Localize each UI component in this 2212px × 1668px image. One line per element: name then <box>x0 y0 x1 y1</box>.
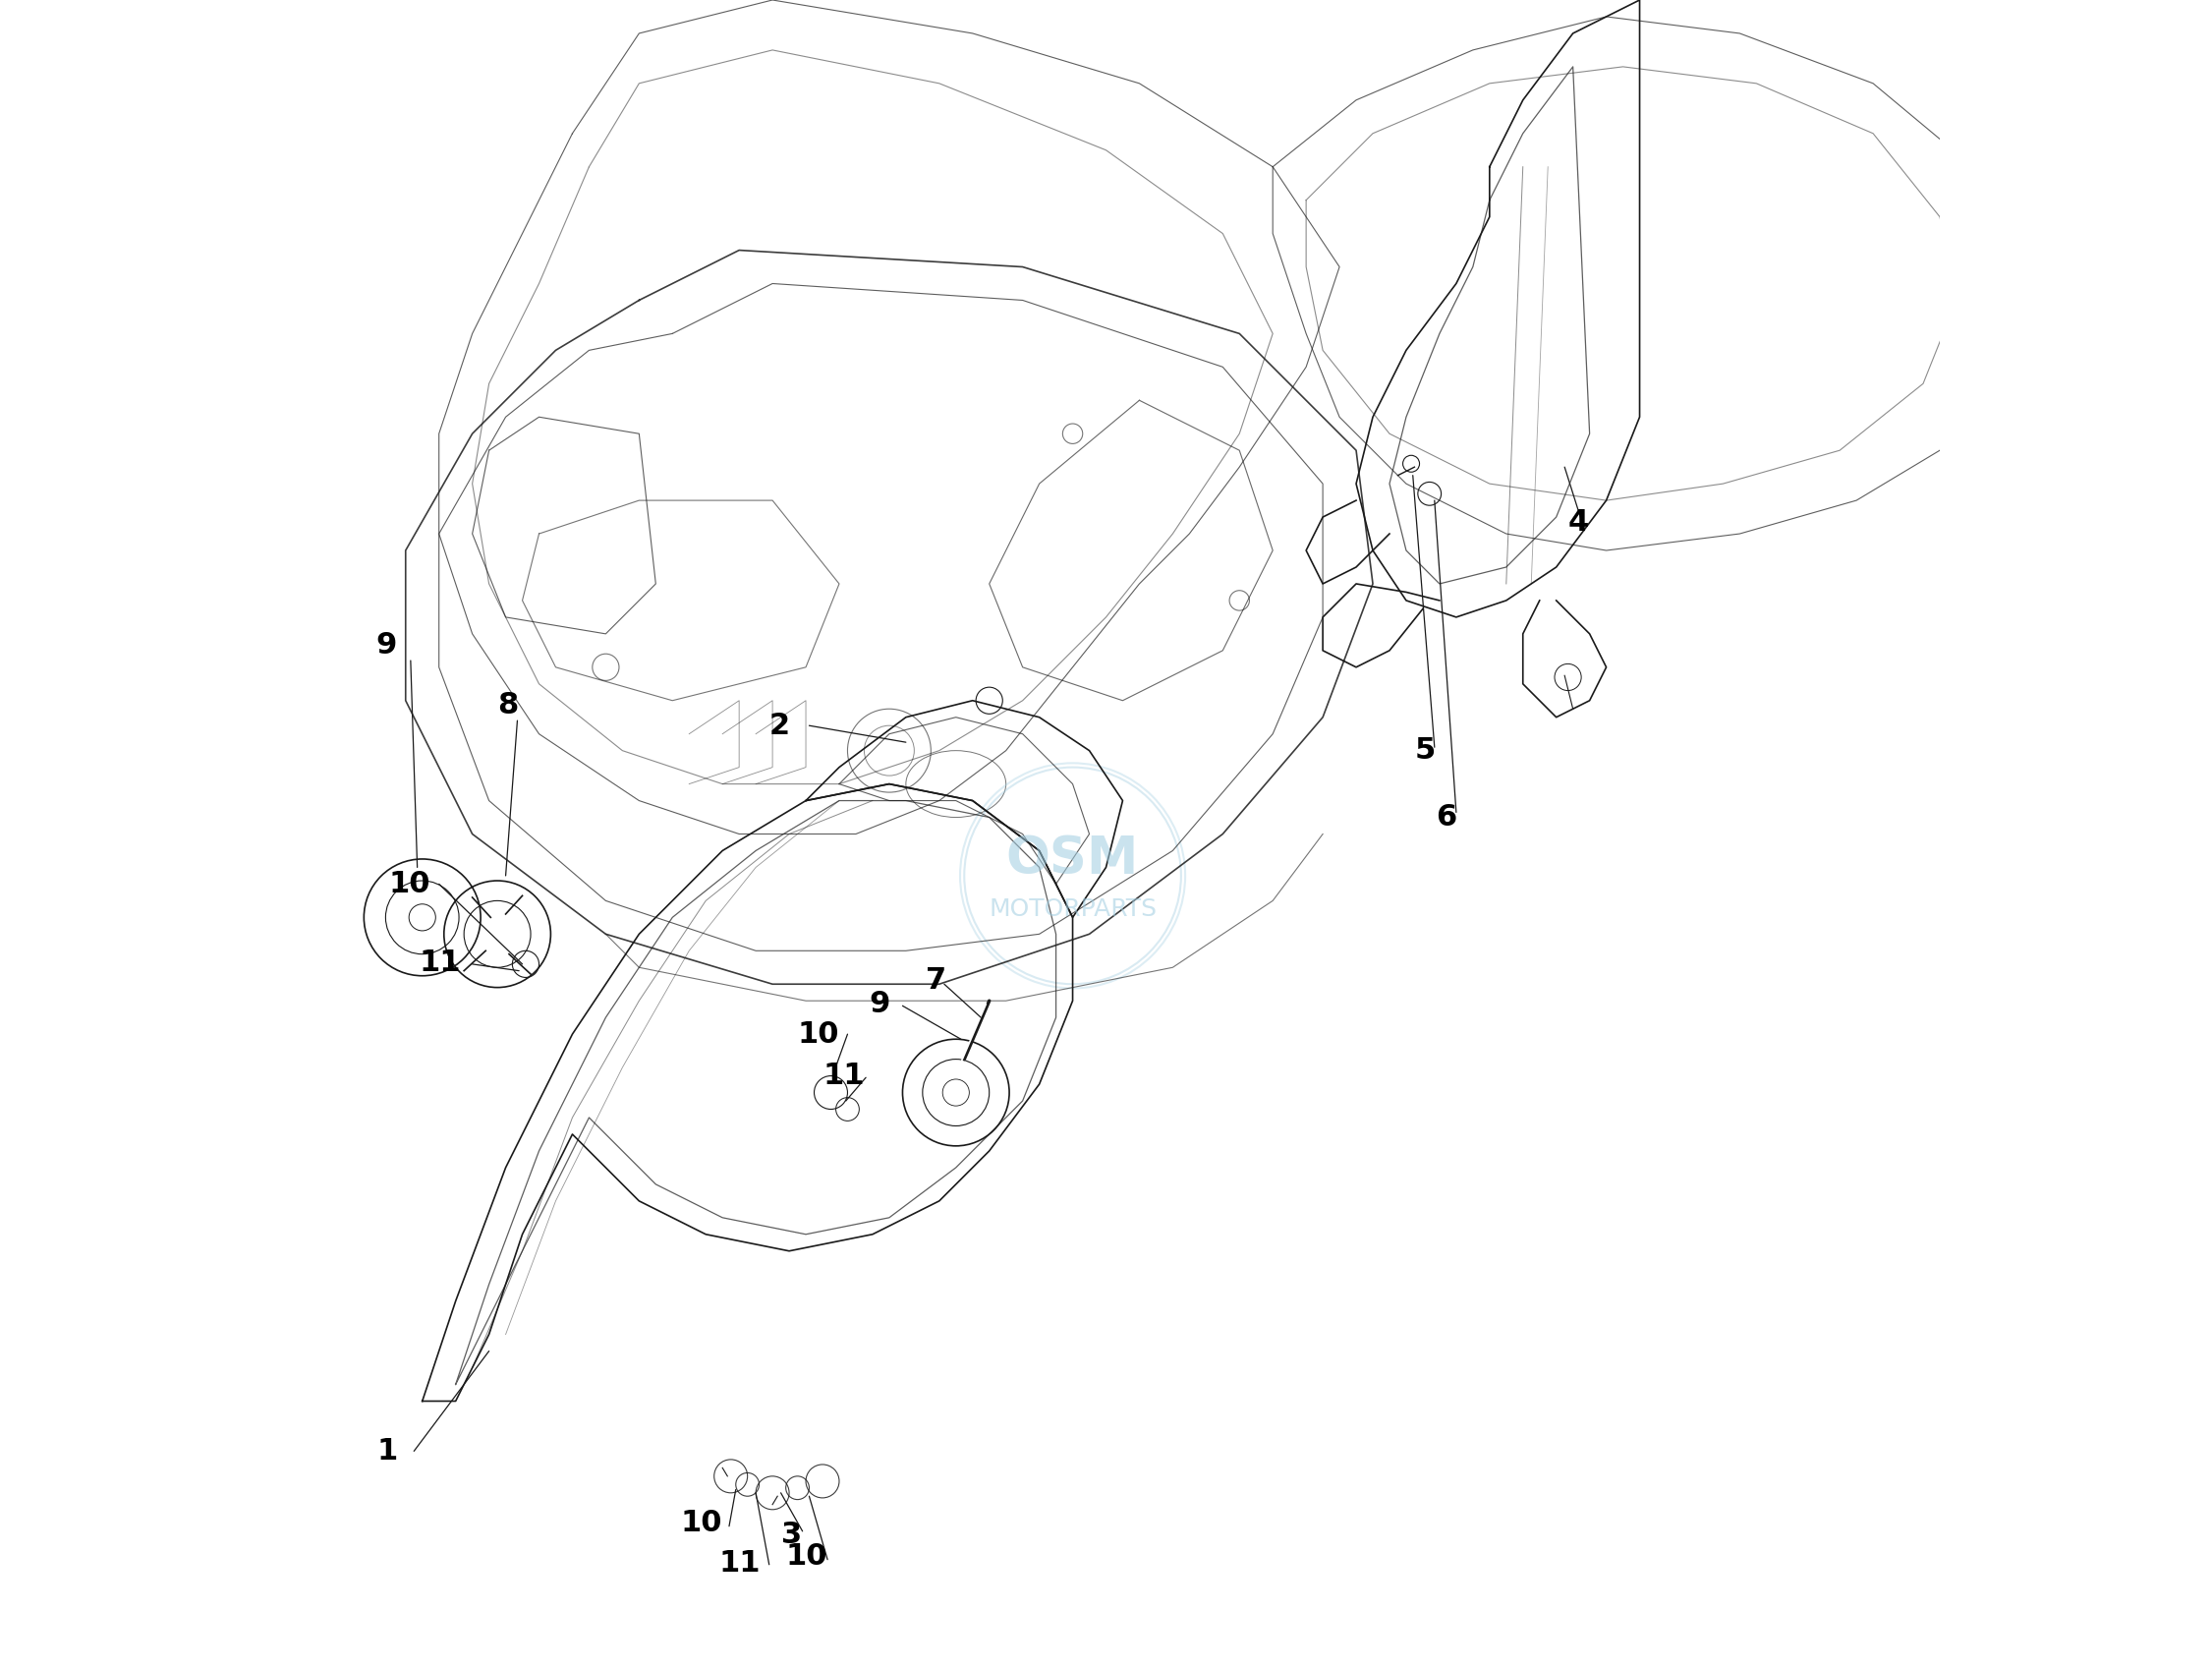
Text: 9: 9 <box>376 631 396 661</box>
Text: 10: 10 <box>785 1541 827 1571</box>
Text: 3: 3 <box>781 1520 801 1550</box>
Text: 1: 1 <box>378 1436 398 1466</box>
Text: 5: 5 <box>1413 736 1436 766</box>
Text: MOTORPARTS: MOTORPARTS <box>989 897 1157 921</box>
Text: 10: 10 <box>681 1508 723 1538</box>
Text: 8: 8 <box>498 691 518 721</box>
Text: 10: 10 <box>799 1019 838 1049</box>
Text: 6: 6 <box>1436 802 1458 832</box>
Text: 4: 4 <box>1568 507 1588 537</box>
Text: 2: 2 <box>770 711 790 741</box>
Text: 11: 11 <box>418 947 460 977</box>
Text: OSM: OSM <box>1006 834 1139 884</box>
Text: 11: 11 <box>719 1548 761 1578</box>
Text: 11: 11 <box>823 1061 865 1091</box>
Text: 9: 9 <box>869 989 889 1019</box>
Text: 10: 10 <box>389 869 431 899</box>
Text: 7: 7 <box>927 966 947 996</box>
